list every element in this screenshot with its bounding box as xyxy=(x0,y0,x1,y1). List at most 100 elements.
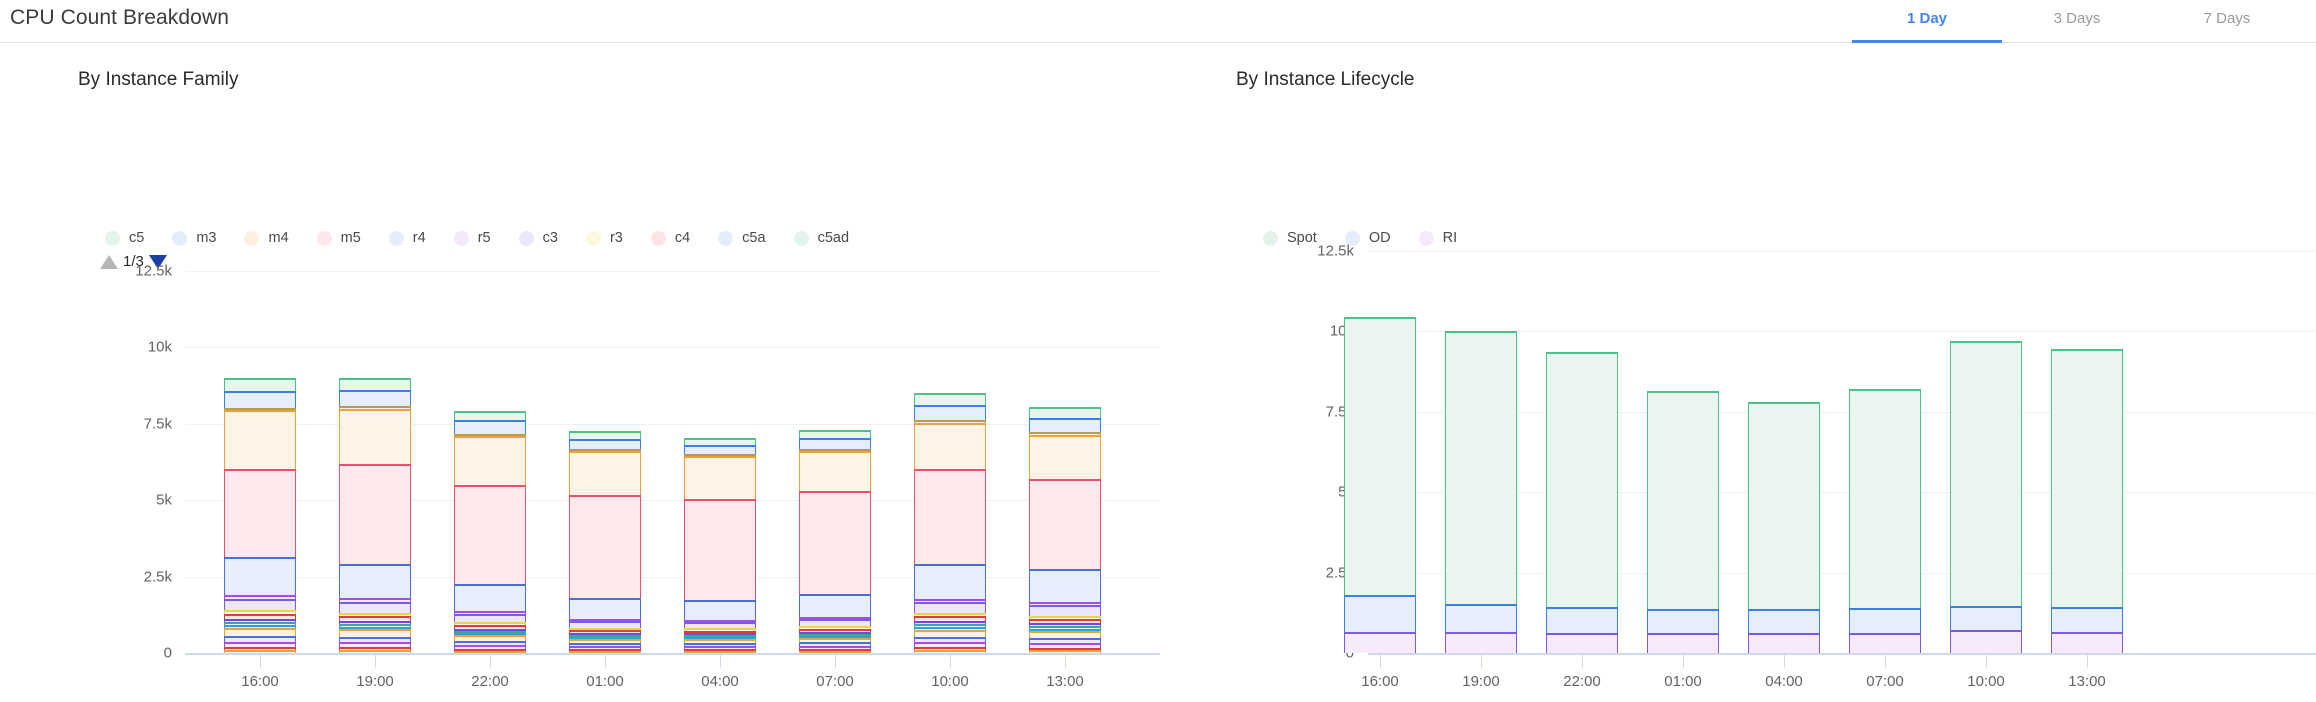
bar-segment-RI[interactable] xyxy=(1748,633,1820,653)
bar-segment-seg11[interactable] xyxy=(799,619,871,627)
bar-segment-seg05[interactable] xyxy=(1029,631,1101,639)
bar-segment-seg03[interactable] xyxy=(569,646,641,649)
tab-7-days[interactable]: 7 Days xyxy=(2152,0,2302,43)
bar-segment-Spot[interactable] xyxy=(1344,316,1416,595)
bar-segment-RI[interactable] xyxy=(2051,631,2123,653)
bar-segment-seg04[interactable] xyxy=(339,636,411,643)
bar-segment-seg14[interactable] xyxy=(454,484,526,584)
bar-1600[interactable] xyxy=(1344,316,1416,653)
legend-item-c5[interactable]: c5 xyxy=(105,227,144,249)
legend-item-c4[interactable]: c4 xyxy=(650,227,690,249)
bar-segment-seg06[interactable] xyxy=(339,626,411,630)
bar-segment-OD[interactable] xyxy=(1950,605,2022,631)
bar-segment-seg06[interactable] xyxy=(454,633,526,636)
legend-item-m3[interactable]: m3 xyxy=(172,227,216,249)
bar-segment-seg17[interactable] xyxy=(224,390,296,408)
bar-segment-seg01[interactable] xyxy=(569,650,641,653)
bar-segment-seg06[interactable] xyxy=(799,635,871,638)
bar-segment-Spot[interactable] xyxy=(1748,402,1820,609)
bar-segment-seg04[interactable] xyxy=(684,643,756,647)
bar-1000[interactable] xyxy=(1950,341,2022,653)
bar-segment-seg06[interactable] xyxy=(1029,628,1101,632)
bar-segment-seg08[interactable] xyxy=(799,631,871,634)
bar-segment-seg09[interactable] xyxy=(914,616,986,622)
bar-segment-seg08[interactable] xyxy=(1029,623,1101,626)
bar-segment-seg16[interactable] xyxy=(339,406,411,409)
bar-segment-seg07[interactable] xyxy=(569,634,641,637)
bar-segment-seg15[interactable] xyxy=(569,450,641,495)
bar-0100[interactable] xyxy=(569,431,641,653)
bar-segment-seg18[interactable] xyxy=(224,378,296,391)
bar-segment-seg02[interactable] xyxy=(914,647,986,651)
bar-segment-seg17[interactable] xyxy=(1029,417,1101,433)
bar-segment-RI[interactable] xyxy=(1849,633,1921,653)
bar-segment-seg12[interactable] xyxy=(1029,602,1101,606)
bar-segment-RI[interactable] xyxy=(1647,633,1719,653)
bar-segment-seg04[interactable] xyxy=(224,636,296,642)
bar-segment-seg05[interactable] xyxy=(224,628,296,637)
bar-segment-seg16[interactable] xyxy=(224,407,296,411)
bar-segment-seg11[interactable] xyxy=(914,601,986,613)
bar-segment-seg12[interactable] xyxy=(339,598,411,602)
bar-segment-seg02[interactable] xyxy=(684,648,756,651)
bar-segment-seg16[interactable] xyxy=(684,454,756,457)
bar-segment-seg05[interactable] xyxy=(569,638,641,644)
bar-segment-seg09[interactable] xyxy=(799,628,871,632)
bar-segment-seg15[interactable] xyxy=(224,410,296,469)
bar-segment-Spot[interactable] xyxy=(1849,389,1921,608)
bar-segment-seg06[interactable] xyxy=(914,626,986,630)
bar-segment-seg01[interactable] xyxy=(339,649,411,653)
bar-segment-seg14[interactable] xyxy=(339,463,411,564)
bar-0400[interactable] xyxy=(684,437,756,653)
bar-segment-seg03[interactable] xyxy=(1029,643,1101,648)
bar-segment-OD[interactable] xyxy=(1546,607,1618,633)
bar-segment-seg10[interactable] xyxy=(684,628,756,631)
bar-1300[interactable] xyxy=(2051,349,2123,653)
tab-3-days[interactable]: 3 Days xyxy=(2002,0,2152,43)
bar-segment-Spot[interactable] xyxy=(2051,349,2123,608)
bar-segment-seg17[interactable] xyxy=(569,438,641,449)
bar-segment-seg16[interactable] xyxy=(569,448,641,451)
bar-segment-seg11[interactable] xyxy=(1029,605,1101,616)
bar-segment-seg15[interactable] xyxy=(1029,434,1101,480)
bar-segment-seg06[interactable] xyxy=(684,637,756,640)
bar-segment-seg09[interactable] xyxy=(684,630,756,634)
bar-segment-seg17[interactable] xyxy=(454,420,526,434)
bar-segment-seg07[interactable] xyxy=(1029,625,1101,629)
bar-segment-seg11[interactable] xyxy=(684,622,756,629)
bar-segment-seg17[interactable] xyxy=(799,437,871,449)
bar-segment-seg03[interactable] xyxy=(799,645,871,649)
bar-segment-seg02[interactable] xyxy=(224,647,296,650)
bar-segment-seg14[interactable] xyxy=(569,494,641,598)
triangle-up-icon[interactable] xyxy=(100,254,118,269)
bar-segment-seg14[interactable] xyxy=(684,498,756,600)
bar-segment-seg18[interactable] xyxy=(914,393,986,405)
bar-segment-seg07[interactable] xyxy=(914,623,986,627)
bar-segment-seg12[interactable] xyxy=(454,611,526,614)
bar-segment-seg09[interactable] xyxy=(569,629,641,633)
tab-1-day[interactable]: 1 Day xyxy=(1852,0,2002,43)
bar-segment-seg03[interactable] xyxy=(454,644,526,649)
legend-item-c5a[interactable]: c5a xyxy=(718,227,766,249)
legend-item-od[interactable]: OD xyxy=(1344,227,1391,249)
bar-segment-seg08[interactable] xyxy=(454,628,526,631)
bar-segment-seg03[interactable] xyxy=(224,641,296,648)
bar-segment-seg09[interactable] xyxy=(1029,618,1101,624)
chart-instance-family[interactable]: 0 2.5k 5k 7.5k 10k 12.5k 16:00 19:00 22:00 01:00 0… xyxy=(0,43,1160,702)
bar-segment-seg01[interactable] xyxy=(454,650,526,653)
bar-segment-seg18[interactable] xyxy=(454,411,526,421)
bar-segment-seg01[interactable] xyxy=(1029,650,1101,653)
bar-segment-seg13[interactable] xyxy=(224,557,296,596)
bar-1900[interactable] xyxy=(339,377,411,653)
bar-segment-Spot[interactable] xyxy=(1647,390,1719,609)
bar-segment-seg02[interactable] xyxy=(569,648,641,651)
bar-segment-seg12[interactable] xyxy=(799,617,871,620)
bar-0700[interactable] xyxy=(799,429,871,653)
bar-segment-seg07[interactable] xyxy=(224,622,296,626)
bar-segment-seg02[interactable] xyxy=(454,648,526,651)
bar-segment-seg08[interactable] xyxy=(684,633,756,636)
bar-segment-seg02[interactable] xyxy=(1029,647,1101,651)
bar-segment-seg11[interactable] xyxy=(454,613,526,623)
bar-segment-seg13[interactable] xyxy=(799,594,871,618)
bar-segment-RI[interactable] xyxy=(1950,630,2022,653)
